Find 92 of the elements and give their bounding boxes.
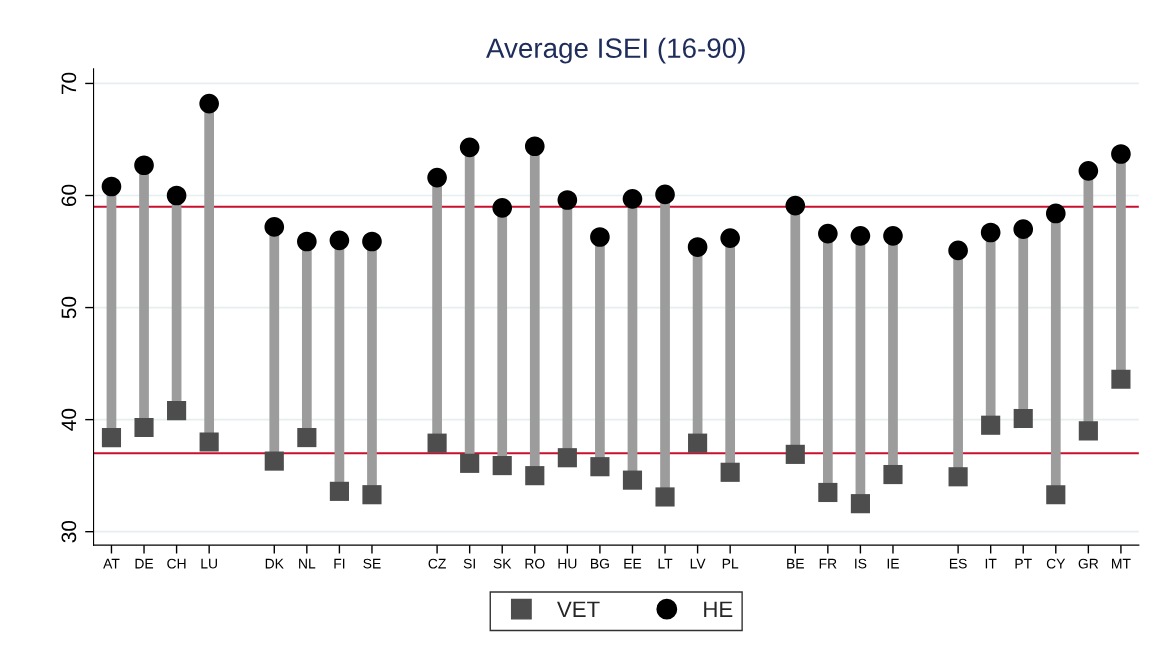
y-tick-label: 60 — [61, 184, 77, 207]
point — [980, 222, 1001, 243]
x-tick-label: MT — [1112, 558, 1131, 569]
x-tick-label: AT — [103, 558, 120, 569]
x-tick-label: FR — [819, 558, 837, 569]
point — [883, 226, 903, 246]
x-tick-label: IE — [887, 558, 899, 569]
point — [720, 228, 740, 248]
point — [850, 226, 871, 246]
point — [655, 184, 675, 205]
point — [297, 231, 317, 252]
point — [818, 223, 838, 244]
point — [101, 427, 122, 448]
point — [590, 457, 610, 477]
point — [362, 485, 382, 505]
x-tick-label: IT — [985, 558, 997, 569]
point — [524, 136, 545, 157]
x-tick-label: CH — [167, 558, 186, 569]
point — [297, 427, 317, 448]
point — [622, 470, 643, 490]
point — [492, 198, 513, 218]
x-tick-label: SI — [463, 558, 475, 569]
x-tick-label: ES — [949, 558, 967, 569]
point — [329, 230, 350, 251]
x-tick-label: RO — [525, 558, 545, 569]
x-tick-label: PT — [1015, 558, 1032, 569]
x-tick-label: DE — [135, 558, 154, 569]
point — [492, 456, 512, 476]
point — [883, 464, 903, 485]
point — [590, 227, 610, 247]
point — [199, 432, 219, 452]
point — [850, 494, 870, 514]
point — [1046, 485, 1066, 505]
point — [687, 237, 708, 257]
x-tick-label: LT — [658, 558, 673, 569]
x-tick-label: SE — [363, 558, 381, 569]
y-tick-label: 70 — [61, 72, 77, 94]
legend-label: VET — [557, 601, 600, 617]
x-tick-label: FI — [334, 558, 345, 569]
x-tick-label: PL — [722, 558, 739, 569]
point — [948, 240, 968, 261]
point — [720, 462, 740, 482]
x-tick-label: BG — [591, 558, 609, 569]
y-tick-label: 40 — [61, 408, 77, 431]
point — [1078, 421, 1098, 441]
x-tick-label: CY — [1046, 558, 1066, 569]
x-tick-label: NL — [299, 558, 316, 569]
chart-title: Average ISEI (16-90) — [486, 37, 745, 64]
point — [785, 195, 806, 216]
point — [459, 137, 480, 158]
point — [655, 487, 675, 507]
point — [427, 433, 447, 453]
point — [1078, 161, 1099, 181]
x-tick-label: LV — [690, 558, 706, 569]
x-tick-label: IS — [855, 558, 867, 569]
point — [688, 433, 708, 453]
point — [134, 155, 154, 176]
point — [427, 167, 447, 188]
point — [199, 93, 219, 114]
point — [460, 453, 480, 473]
point — [329, 481, 349, 501]
point — [622, 189, 643, 209]
point — [557, 448, 577, 468]
point — [264, 217, 285, 237]
x-tick-label: EE — [624, 558, 642, 569]
x-tick-label: DK — [265, 558, 284, 569]
y-tick-label: 50 — [61, 296, 77, 319]
point — [525, 466, 545, 486]
point — [818, 482, 838, 503]
point — [981, 415, 1001, 435]
x-tick-label: SK — [493, 558, 512, 569]
point — [134, 417, 154, 438]
point — [1045, 203, 1066, 224]
point — [1013, 408, 1033, 429]
point — [785, 444, 805, 464]
legend-label: HE — [704, 601, 733, 617]
point — [101, 176, 122, 197]
y-tick-label: 30 — [61, 520, 77, 543]
point — [557, 190, 578, 210]
point — [1013, 219, 1034, 239]
x-tick-label: GR — [1078, 558, 1099, 569]
x-tick-label: HU — [558, 558, 577, 569]
point — [1111, 369, 1131, 389]
x-tick-label: LU — [201, 558, 217, 569]
point — [167, 401, 187, 421]
point — [264, 451, 284, 471]
point — [1111, 144, 1131, 164]
x-tick-label: BE — [787, 558, 804, 569]
point — [362, 231, 382, 252]
point — [166, 185, 187, 206]
x-tick-label: CZ — [428, 558, 446, 569]
point — [948, 467, 968, 487]
